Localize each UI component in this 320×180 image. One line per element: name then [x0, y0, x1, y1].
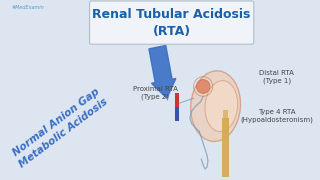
Text: #MedExamin: #MedExamin: [11, 5, 44, 10]
Text: Type 4 RTA
(Hypoaldosteronism): Type 4 RTA (Hypoaldosteronism): [240, 109, 313, 123]
Text: Proximal RTA
(Type 2): Proximal RTA (Type 2): [133, 86, 178, 100]
FancyArrow shape: [149, 46, 176, 98]
Text: Renal Tubular Acidosis
(RTA): Renal Tubular Acidosis (RTA): [92, 8, 251, 38]
Circle shape: [196, 80, 210, 93]
Bar: [223, 110, 228, 120]
Ellipse shape: [191, 71, 241, 141]
Text: Normal Anion Gap
Metabolic Acidosis: Normal Anion Gap Metabolic Acidosis: [10, 86, 110, 169]
Bar: [174, 107, 179, 121]
Bar: [222, 118, 229, 177]
Text: Distal RTA
(Type 1): Distal RTA (Type 1): [259, 70, 294, 84]
Ellipse shape: [205, 81, 238, 132]
FancyBboxPatch shape: [90, 1, 254, 44]
Bar: [174, 93, 179, 107]
